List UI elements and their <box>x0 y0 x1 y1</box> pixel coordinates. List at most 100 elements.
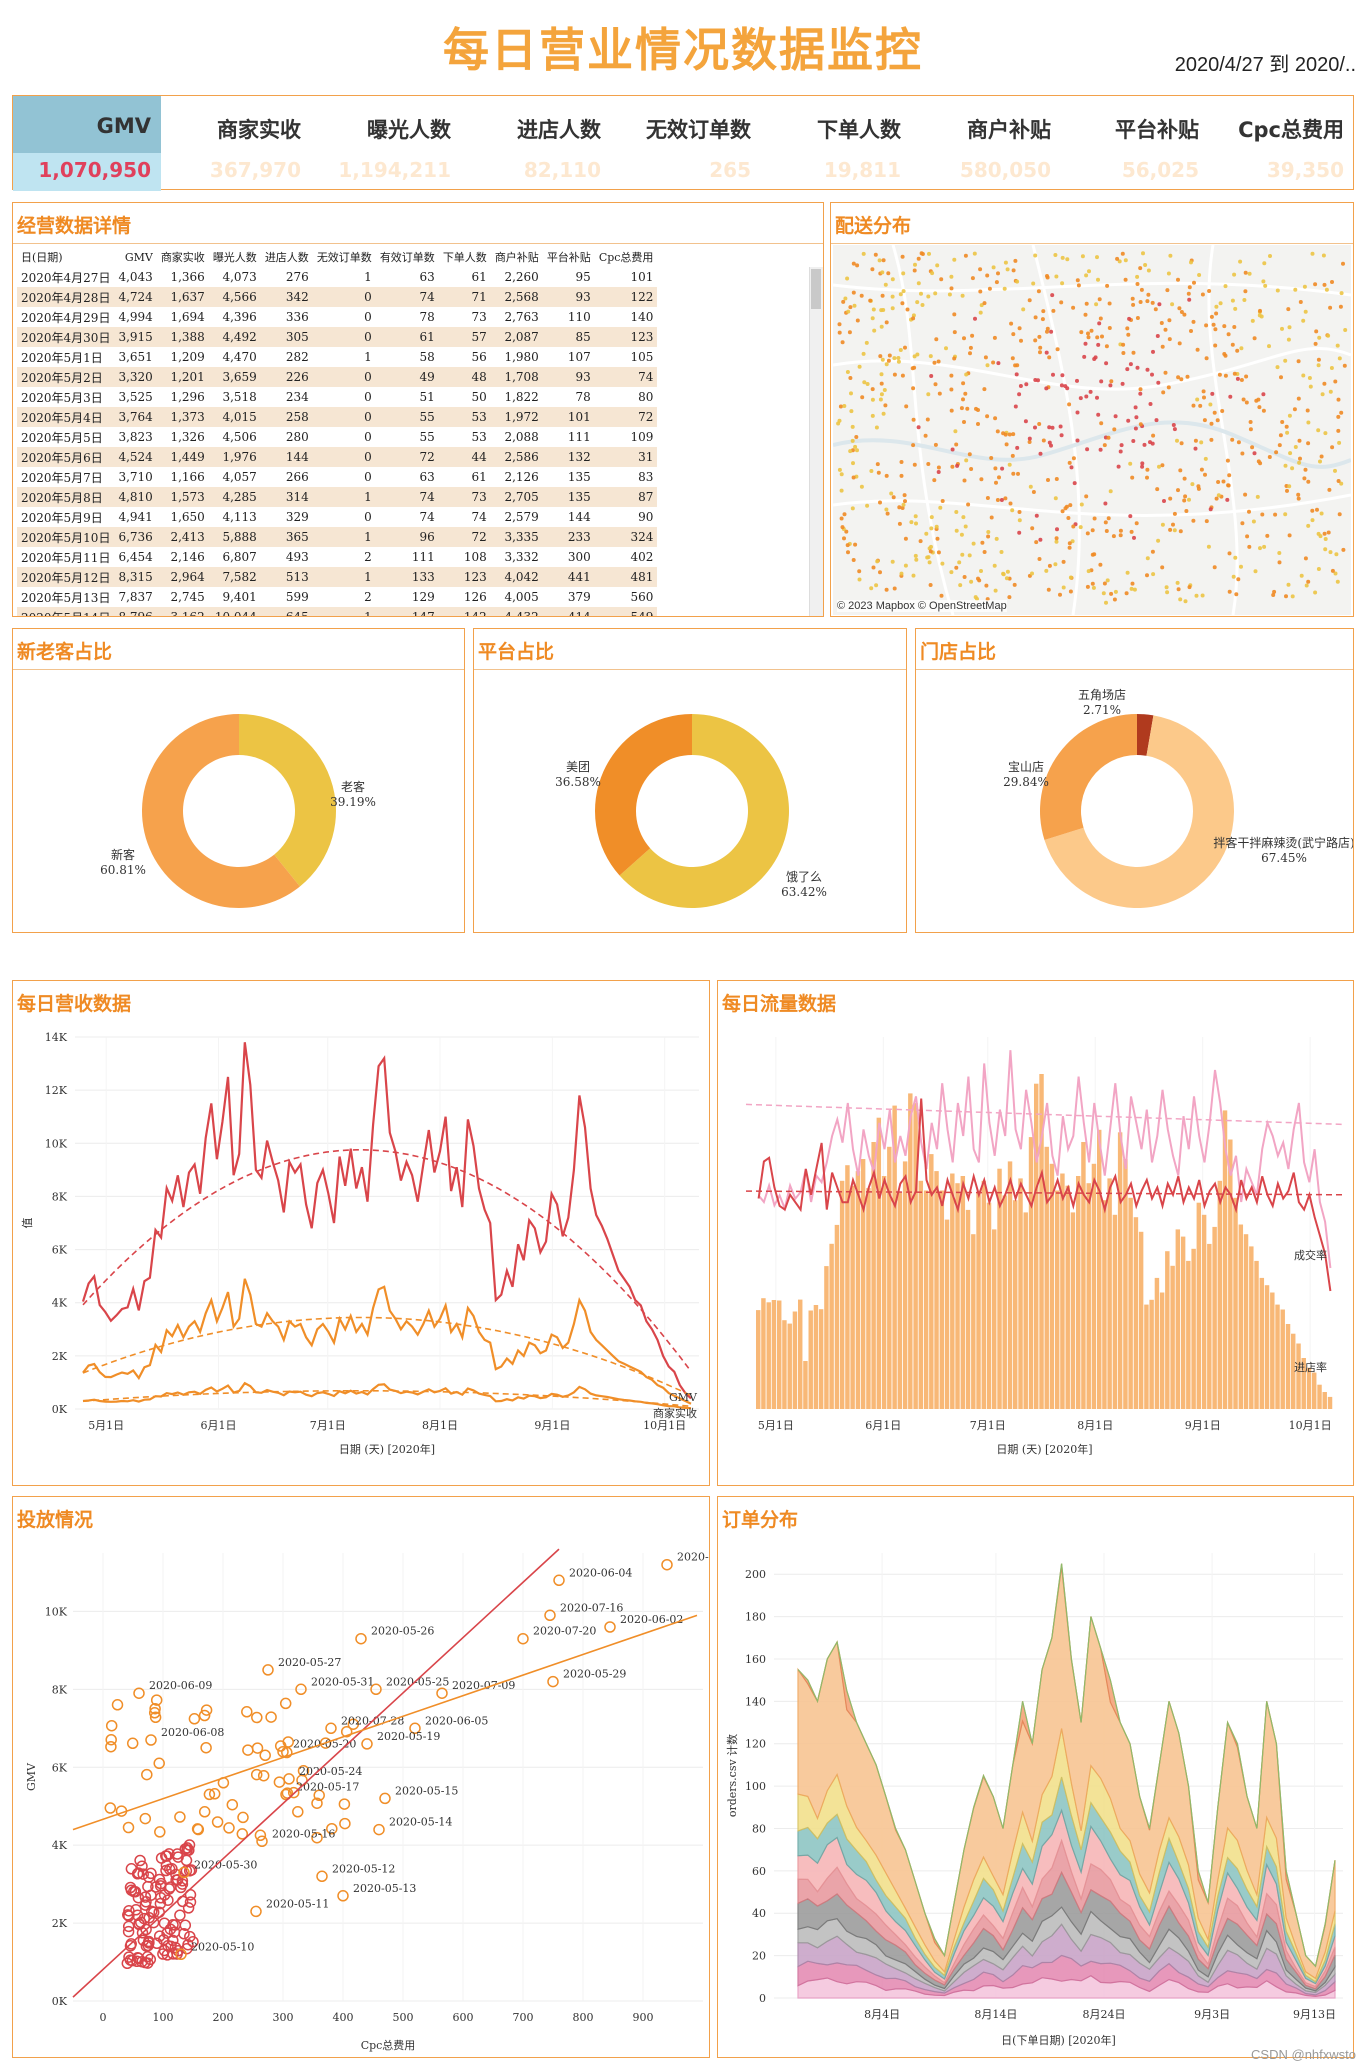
delivery-point <box>1178 597 1183 602</box>
kpi-cpc-total[interactable]: Cpc总费用 39,350 <box>1209 96 1354 191</box>
kpi-exposure[interactable]: 曝光人数 1,194,211 <box>311 96 461 191</box>
table-header-cell[interactable]: Cpc总费用 <box>598 251 654 264</box>
delivery-point <box>1082 354 1087 359</box>
table-header-cell[interactable]: 商户补贴 <box>494 251 539 264</box>
table-header-cell[interactable]: 下单人数 <box>442 251 487 264</box>
delivery-point <box>1287 413 1292 418</box>
table-row[interactable]: 2020年4月27日 4,043 1,366 4,073 276 1 63 61 2,260 95… <box>17 267 657 287</box>
delivery-point <box>1208 507 1213 512</box>
delivery-point <box>903 536 908 541</box>
table-cell: 1,976 <box>222 450 257 464</box>
table-row[interactable]: 2020年5月6日 4,524 1,449 1,976 144 0 72 44 2,586 132… <box>17 447 658 467</box>
delivery-point <box>1324 287 1329 292</box>
delivery-point <box>958 583 963 588</box>
delivery-point <box>1302 476 1307 481</box>
revenue-line-chart[interactable]: 0K 2K 4K 6K 8K 10K 12K 14K 5月1日 6月1日 7月1日 8月1日 9月1日 1… <box>13 1017 709 1485</box>
table-header-cell[interactable]: 曝光人数 <box>212 251 257 264</box>
table-row[interactable]: 2020年4月28日 4,724 1,637 4,566 342 0 74 71 2,568 93… <box>17 287 658 307</box>
delivery-point <box>1105 578 1110 583</box>
panel-title: 配送分布 <box>835 215 912 237</box>
table-scroll-thumb[interactable] <box>811 269 821 309</box>
scatter-point <box>185 1864 198 1876</box>
traffic-panel: 每日流量数据 5月1日 6月1日 7月1日 8月1日 9月1日 10月1日 日期 (天) [… <box>717 980 1354 1486</box>
delivery-point <box>1034 540 1039 545</box>
table-header-cell[interactable]: 日(日期) <box>21 251 63 264</box>
kpi-gmv[interactable]: GMV 1,070,950 <box>13 96 161 191</box>
delivery-point <box>993 466 998 471</box>
table-row[interactable]: 2020年4月30日 3,915 1,388 4,492 305 0 61 57 2,087 85… <box>17 327 658 347</box>
kpi-merchant-income[interactable]: 商家实收 367,970 <box>161 96 311 191</box>
table-row[interactable]: 2020年5月14日 8,796 3,162 10,044 645 1 147 142 4,43… <box>17 607 658 616</box>
table-row[interactable]: 2020年5月3日 3,525 1,296 3,518 234 0 51 50 1,822 78 8… <box>17 387 657 407</box>
delivery-point <box>1045 329 1049 334</box>
delivery-point <box>845 276 850 281</box>
date-range-filter[interactable]: 2020/4/27 到 2020/.. <box>1174 54 1356 76</box>
table-row[interactable]: 2020年5月5日 3,823 1,326 4,506 280 0 55 53 2,088 111… <box>17 427 657 447</box>
delivery-point <box>1240 521 1245 526</box>
table-row[interactable]: 2020年5月9日 4,941 1,650 4,113 329 0 74 74 2,579 144… <box>17 507 657 527</box>
scatter-label: 2020-06-02 <box>620 1613 683 1626</box>
table-row[interactable]: 2020年5月2日 3,320 1,201 3,659 226 0 49 48 1,708 93 7… <box>17 367 658 387</box>
scatter-point <box>338 1798 351 1810</box>
table-cell: 3,525 <box>118 390 153 404</box>
table-row[interactable]: 2020年5月8日 4,810 1,573 4,285 314 1 74 73 2,705 135… <box>17 487 658 507</box>
delivery-point <box>1128 461 1133 466</box>
delivery-point <box>1086 331 1090 336</box>
table-row[interactable]: 2020年4月29日 4,994 1,694 4,396 336 0 78 73 2,763 11… <box>17 307 657 327</box>
table-row[interactable]: 2020年5月1日 3,651 1,209 4,470 282 1 58 56 1,980 107… <box>17 347 657 367</box>
table-header-cell[interactable]: 无效订单数 <box>316 251 372 264</box>
table-header-cell[interactable]: 进店人数 <box>264 251 309 264</box>
orders-area-chart[interactable]: 0 20 40 60 80 100 120 140 160 180 200 8月4日 8月14日 8月24… <box>718 1533 1353 2057</box>
delivery-point <box>1135 365 1140 370</box>
exposure-bar <box>1243 1234 1249 1409</box>
kpi-invalid-orders[interactable]: 无效订单数 265 <box>611 96 761 191</box>
delivery-point <box>1078 396 1083 401</box>
exposure-bar <box>887 1146 892 1409</box>
table-header-cell[interactable]: 商家实收 <box>160 251 205 264</box>
table-scrollbar[interactable] <box>809 267 823 616</box>
delivery-point <box>1296 492 1301 497</box>
delivery-point <box>1213 327 1218 332</box>
delivery-point <box>1303 467 1308 472</box>
x-tick-label: 7月1日 <box>310 1419 346 1432</box>
delivery-point <box>991 360 996 365</box>
x-tick-label: 800 <box>573 2011 594 2024</box>
delivery-point <box>1121 342 1126 347</box>
delivery-map[interactable] <box>833 245 1351 615</box>
table-cell: 2020年4月27日 <box>21 270 111 285</box>
table-row[interactable]: 2020年5月4日 3,764 1,373 4,015 258 0 55 53 1,972 101… <box>17 407 658 427</box>
table-row[interactable]: 2020年5月13日 7,837 2,745 9,401 599 2 129 126 4,005… <box>17 587 657 607</box>
table-row[interactable]: 2020年5月10日 6,736 2,413 5,888 365 1 96 72 3,335 23… <box>17 527 658 547</box>
kpi-platform-subsidy[interactable]: 平台补贴 56,025 <box>1061 96 1209 191</box>
table-cell: 280 <box>285 430 309 444</box>
delivery-point <box>899 571 904 576</box>
delivery-point <box>1204 356 1209 361</box>
delivery-point <box>1207 289 1212 293</box>
x-tick-label: 8月14日 <box>974 2008 1017 2021</box>
delivery-point <box>1123 277 1128 282</box>
delivery-point <box>1168 527 1173 532</box>
kpi-store-visitors[interactable]: 进店人数 82,110 <box>461 96 611 191</box>
table-header-cell[interactable]: GMV <box>124 250 153 264</box>
table-row[interactable]: 2020年5月11日 6,454 2,146 6,807 493 2 111 108 3,332… <box>17 547 657 567</box>
delivery-point <box>884 362 889 367</box>
table-row[interactable]: 2020年5月12日 8,315 2,964 7,582 513 1 133 123 4,042… <box>17 567 658 587</box>
table-header-cell[interactable]: 平台补贴 <box>546 251 591 264</box>
kpi-buyers[interactable]: 下单人数 19,811 <box>761 96 911 191</box>
table-row[interactable]: 2020年5月7日 3,710 1,166 4,057 266 0 63 61 2,126 135… <box>17 467 657 487</box>
delivery-point <box>1086 335 1091 340</box>
delivery-point <box>1162 499 1166 503</box>
kpi-merchant-subsidy[interactable]: 商户补贴 580,050 <box>911 96 1061 191</box>
delivery-point <box>1151 572 1156 577</box>
delivery-point <box>1108 489 1113 494</box>
delivery-point <box>1071 305 1076 310</box>
ads-scatter-chart[interactable]: 0K 2K 4K 6K 8K 10K 0 100 200 300 400 500 600 700 800 90… <box>13 1533 709 2057</box>
exposure-bar <box>1117 1132 1123 1409</box>
table-cell: 402 <box>630 550 654 564</box>
table-header-cell[interactable]: 有效订单数 <box>379 251 435 264</box>
delivery-point <box>845 543 850 548</box>
